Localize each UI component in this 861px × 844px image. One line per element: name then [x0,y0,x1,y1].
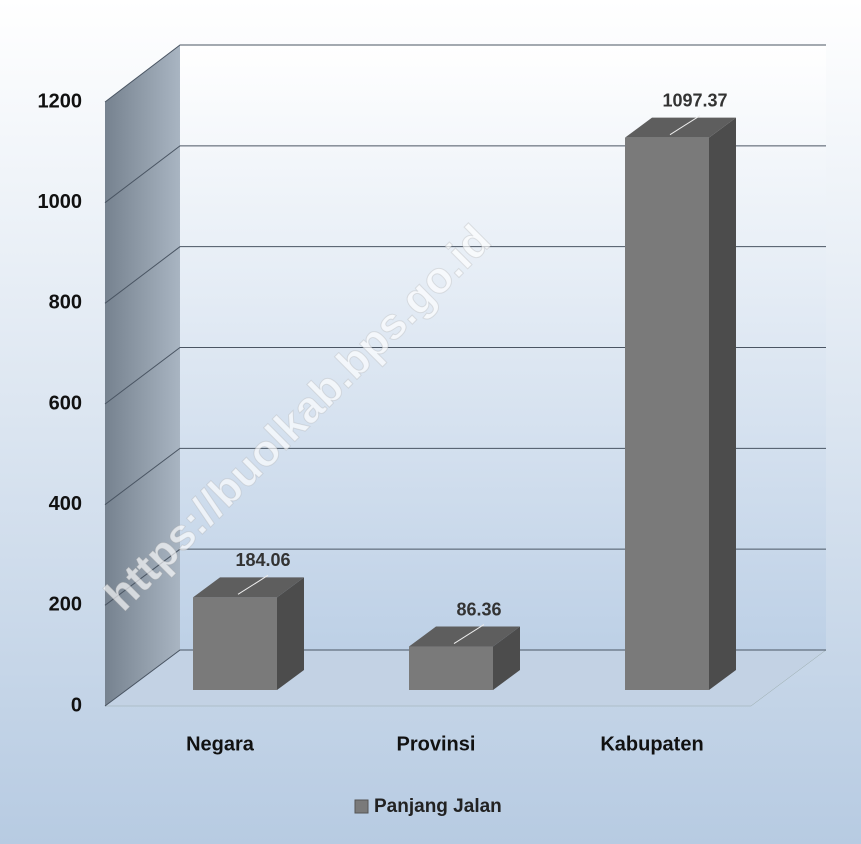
y-tick-label: 1200 [38,90,83,112]
bar [625,117,736,690]
grid-line [104,649,826,707]
x-tick-label: Kabupaten [600,733,703,755]
y-tick-label: 600 [49,392,82,414]
bar-side [709,117,736,690]
legend-label: Panjang Jalan [374,796,502,817]
label-leader [453,624,485,644]
data-label: 184.06 [235,550,290,570]
y-tick-label: 1000 [38,191,83,213]
label-leader [669,115,701,136]
bar-side [493,626,520,690]
y-tick-label: 400 [49,493,82,515]
bar-front [625,137,709,690]
grid-line [104,548,826,606]
legend-swatch [354,799,369,814]
data-label: 1097.37 [662,90,727,110]
bar-front [193,597,277,690]
bar [409,626,520,690]
bar [193,577,304,690]
grid-line [104,246,826,304]
x-tick-label: Provinsi [397,733,476,755]
label-leader [237,574,269,595]
grid-line [104,347,826,405]
grid-line [104,44,826,103]
data-label: 86.36 [456,599,501,619]
bar-front [409,646,493,690]
grid-line [104,145,826,204]
y-tick-label: 0 [71,694,82,716]
grid-line [104,447,826,506]
y-tick-label: 200 [49,594,82,616]
y-tick-label: 800 [49,292,82,314]
x-tick-label: Negara [186,733,255,755]
bar-side [277,577,304,690]
